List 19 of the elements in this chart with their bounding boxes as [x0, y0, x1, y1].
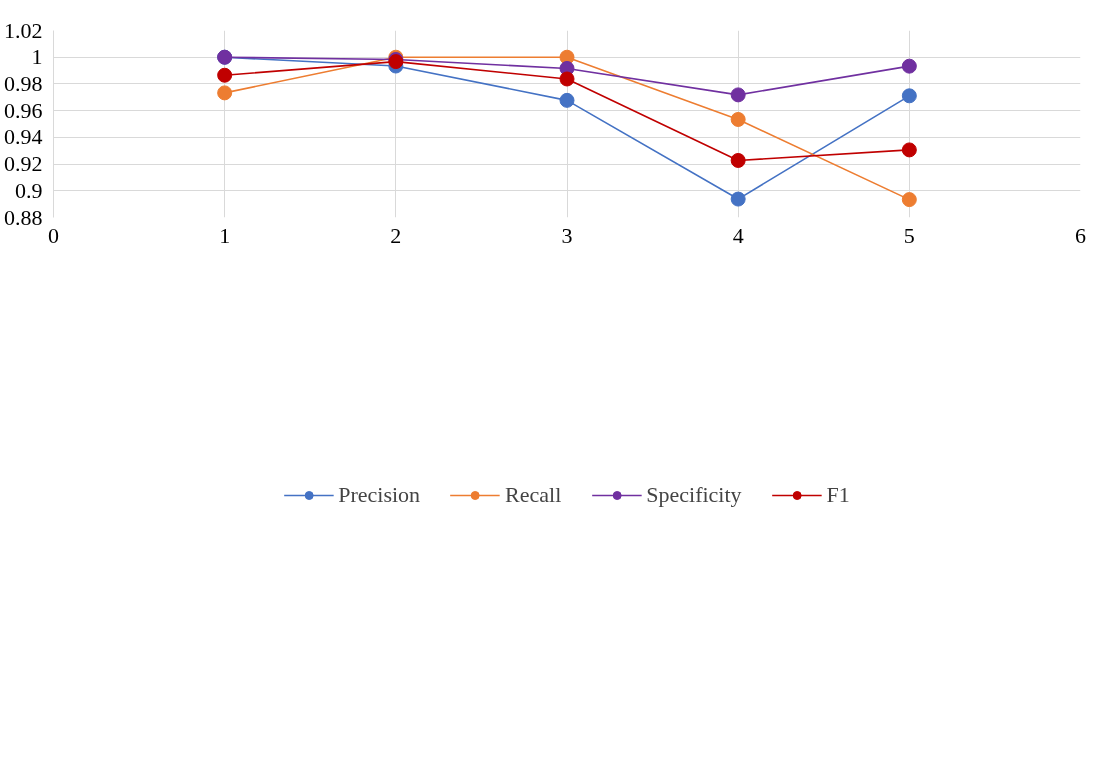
y-tick-label: 0.92: [4, 151, 43, 177]
x-tick-label: 3: [561, 222, 573, 248]
y-tick-label: 1.02: [4, 17, 43, 43]
legend-label: Precision: [338, 482, 421, 508]
y-tick-label: 0.88: [4, 204, 43, 230]
x-tick-label: 4: [732, 222, 744, 248]
legend-label: Recall: [505, 482, 562, 508]
x-tick-label: 1: [219, 222, 231, 248]
y-tick-label: 0.96: [4, 97, 43, 123]
legend-label: F1: [826, 482, 850, 508]
x-tick-label: 0: [48, 222, 59, 248]
y-tick-label: 1: [31, 44, 43, 70]
x-tick-label: 2: [390, 222, 402, 248]
y-tick-label: 0.94: [4, 124, 43, 150]
x-tick-label: 6: [1075, 222, 1086, 248]
x-tick-label: 5: [903, 222, 915, 248]
y-tick-label: 0.98: [4, 70, 43, 96]
y-tick-label: 0.9: [15, 177, 43, 203]
legend-label: Specificity: [646, 482, 742, 508]
